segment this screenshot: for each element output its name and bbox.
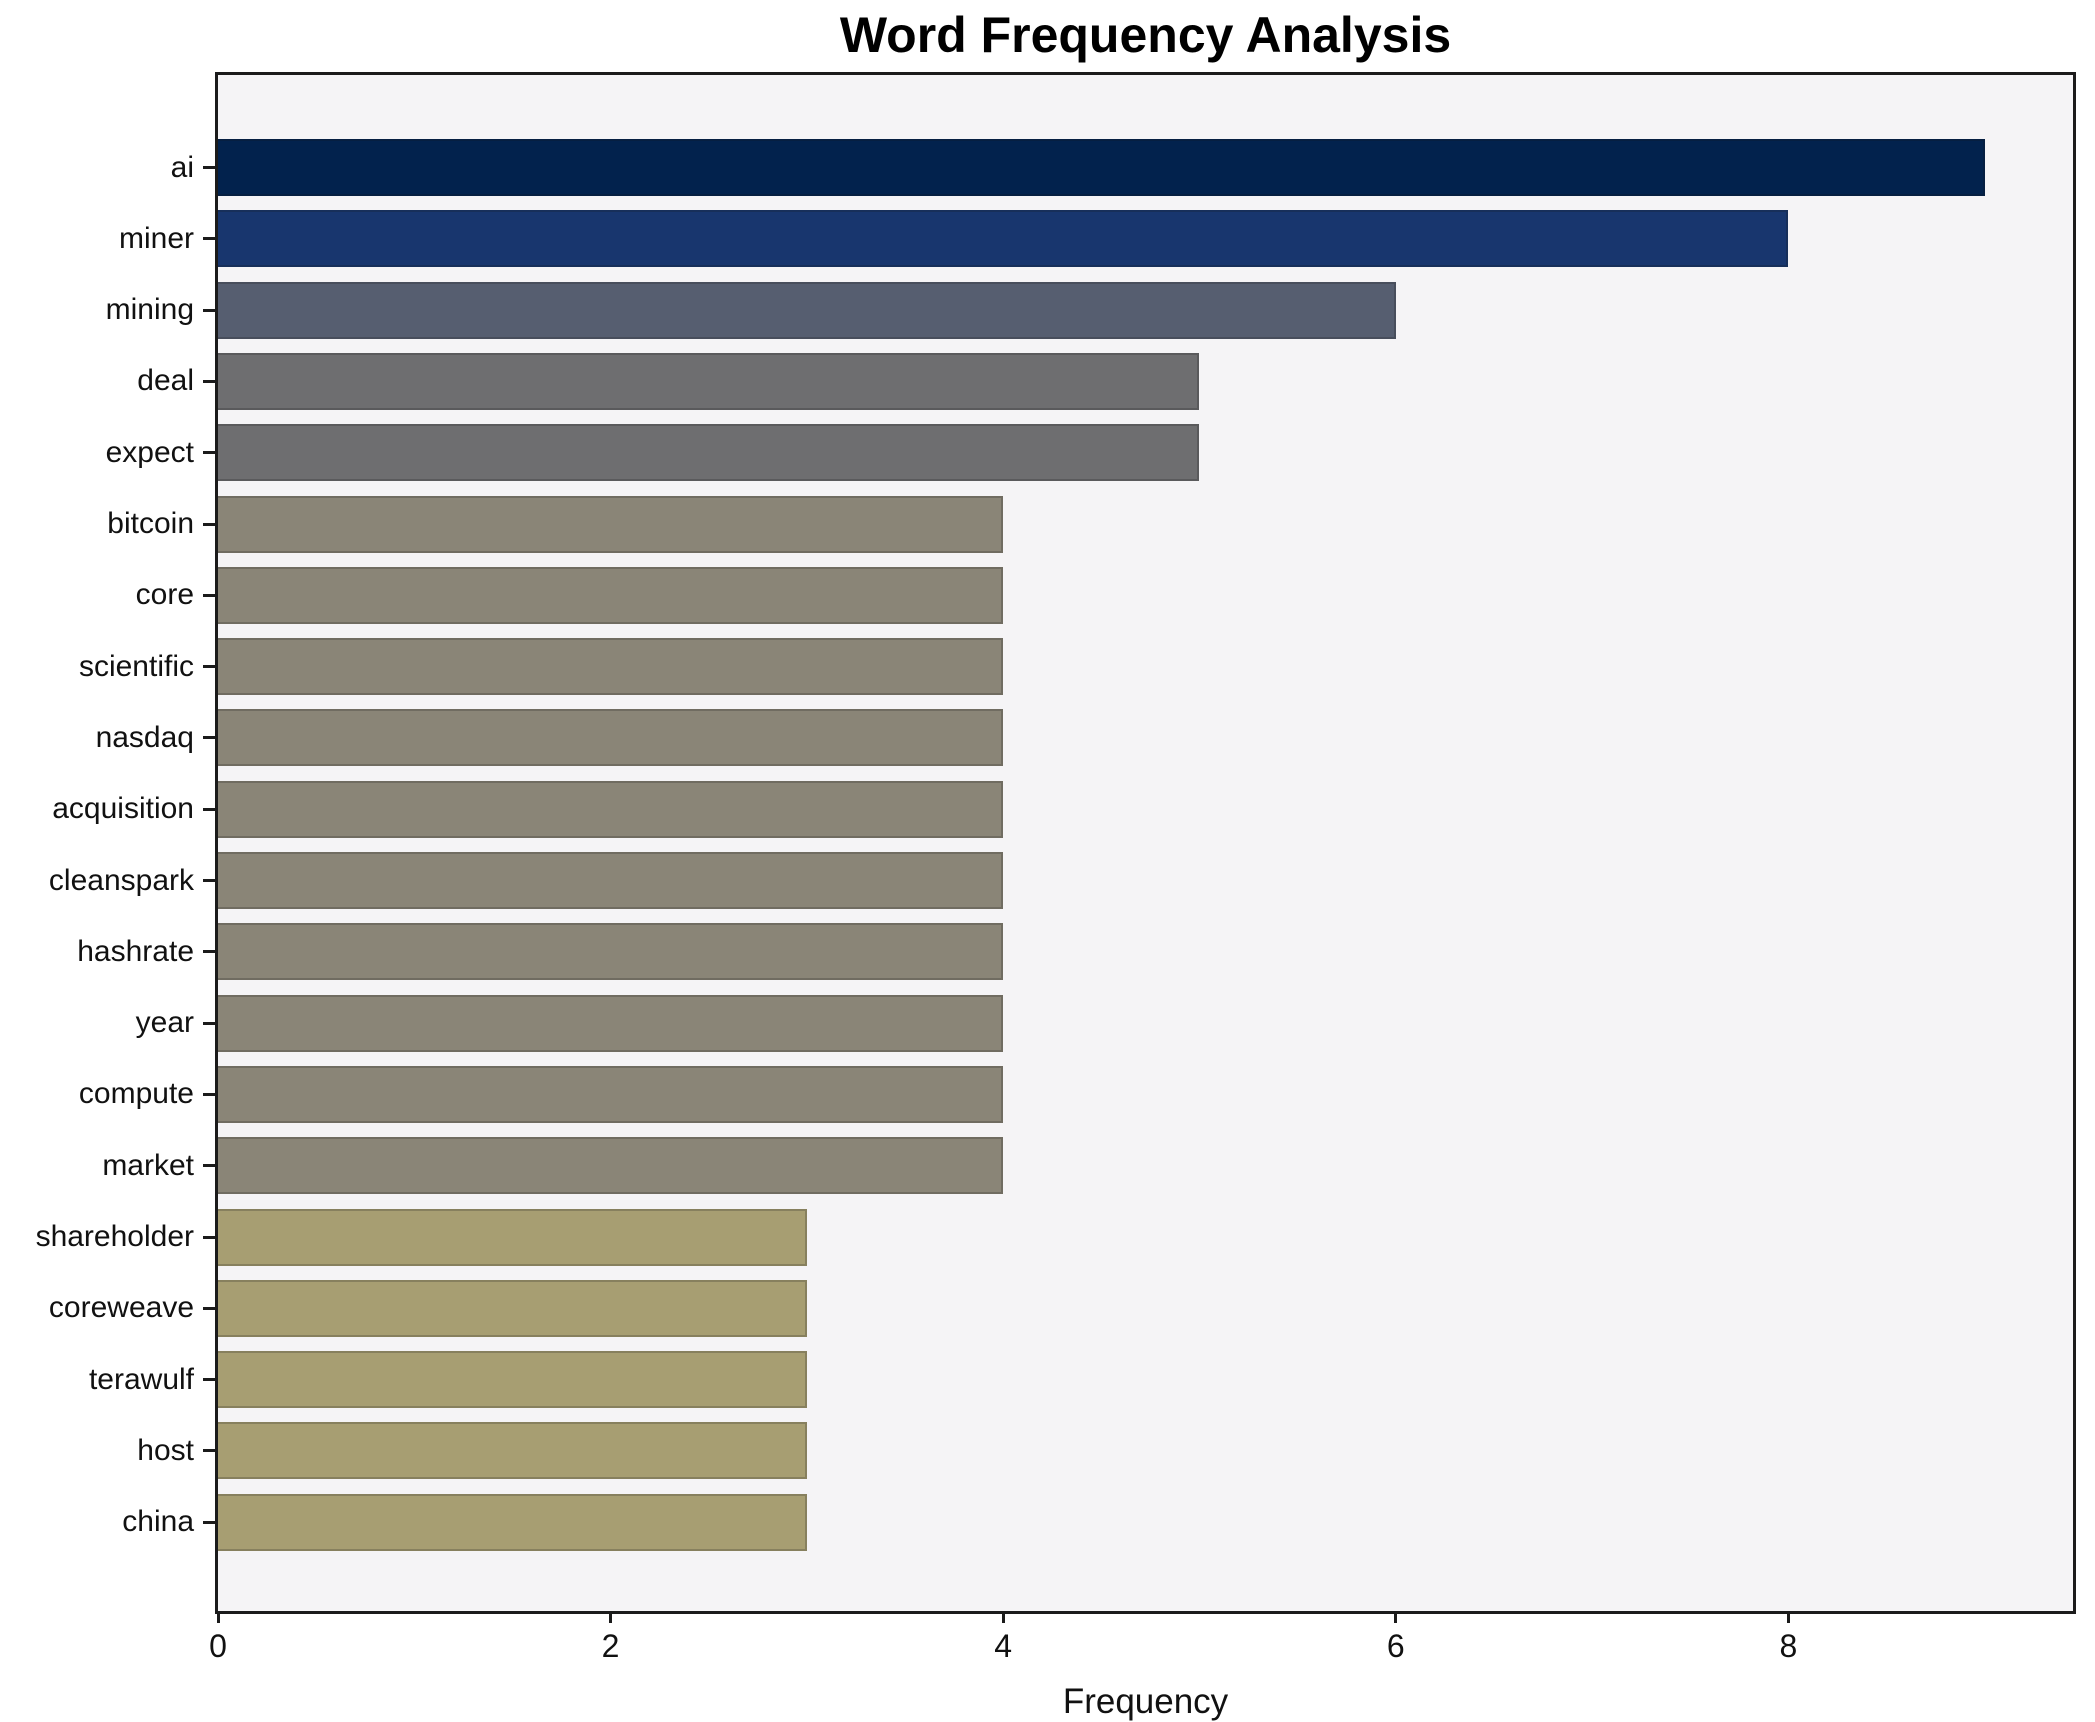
- bar-terawulf: [218, 1351, 807, 1409]
- y-axis-tick-label: nasdaq: [95, 720, 194, 754]
- y-axis-tick-label: china: [122, 1505, 194, 1539]
- y-tick-mark: [203, 1021, 215, 1025]
- y-tick-mark: [203, 379, 215, 383]
- y-tick-mark: [203, 665, 215, 669]
- y-tick-mark: [203, 166, 215, 169]
- plot-area: [215, 72, 2076, 1614]
- y-tick-mark: [203, 736, 215, 740]
- x-tick-label: 0: [209, 1628, 227, 1664]
- y-axis-tick-label: shareholder: [35, 1220, 194, 1253]
- bar-deal: [218, 352, 1200, 410]
- y-tick-mark: [203, 807, 215, 811]
- y-tick-mark: [203, 593, 215, 597]
- bar-hashrate: [218, 923, 1004, 981]
- bar-coreweave: [218, 1279, 807, 1337]
- y-tick-mark: [203, 1378, 215, 1382]
- bar-ai: [218, 139, 1985, 196]
- y-axis-tick-label: scientific: [78, 649, 194, 683]
- bar-host: [218, 1422, 807, 1480]
- y-axis-tick-label: expect: [105, 435, 194, 469]
- y-tick-mark: [203, 451, 215, 455]
- x-tick-mark: [216, 1612, 220, 1623]
- y-axis-tick-label: miner: [118, 221, 194, 255]
- y-tick-mark: [203, 950, 215, 954]
- bar-year: [218, 994, 1004, 1052]
- bar-core: [218, 566, 1004, 624]
- y-axis-tick-label: deal: [137, 364, 194, 398]
- y-tick-mark: [203, 1092, 215, 1096]
- y-axis-tick-label: hashrate: [77, 934, 194, 968]
- bar-market: [218, 1137, 1004, 1195]
- y-axis-tick-label: host: [137, 1433, 194, 1467]
- chart-title: Word Frequency Analysis: [839, 7, 1452, 63]
- y-axis-tick-label: market: [102, 1148, 194, 1182]
- bar-bitcoin: [218, 495, 1004, 553]
- y-axis-tick-label: compute: [78, 1077, 194, 1111]
- y-axis-tick-label: ai: [170, 150, 194, 184]
- x-tick-mark: [1001, 1612, 1005, 1623]
- x-tick-label: 4: [994, 1628, 1013, 1664]
- y-tick-mark: [203, 1306, 215, 1310]
- bar-cleanspark: [218, 852, 1004, 909]
- y-tick-mark: [203, 879, 215, 882]
- x-tick-mark: [1786, 1612, 1790, 1623]
- x-tick-label: 2: [601, 1628, 620, 1664]
- y-axis-tick-label: cleanspark: [48, 863, 194, 897]
- y-axis-tick-label: mining: [105, 293, 194, 327]
- y-tick-mark: [203, 1520, 215, 1524]
- y-tick-mark: [203, 308, 215, 312]
- x-tick-label: 6: [1386, 1628, 1405, 1664]
- bar-miner: [218, 210, 1789, 268]
- bar-shareholder: [218, 1208, 807, 1266]
- x-tick-mark: [609, 1612, 613, 1623]
- bar-mining: [218, 281, 1396, 339]
- y-axis-tick-label: bitcoin: [107, 507, 194, 540]
- y-axis-tick-label: acquisition: [52, 792, 194, 826]
- y-tick-mark: [203, 237, 215, 241]
- bar-acquisition: [218, 780, 1004, 838]
- x-tick-mark: [1394, 1612, 1398, 1623]
- bar-expect: [218, 424, 1200, 482]
- y-axis-tick-label: coreweave: [48, 1291, 194, 1325]
- y-tick-mark: [203, 1164, 215, 1168]
- bar-nasdaq: [218, 709, 1004, 767]
- bar-china: [218, 1493, 807, 1551]
- y-axis-tick-label: terawulf: [88, 1362, 194, 1396]
- y-tick-mark: [203, 1449, 215, 1453]
- x-tick-label: 8: [1779, 1628, 1798, 1664]
- y-axis-tick-label: core: [135, 578, 194, 612]
- y-axis-tick-label: year: [135, 1006, 194, 1040]
- bar-scientific: [218, 638, 1004, 696]
- y-tick-mark: [203, 1235, 215, 1239]
- bar-compute: [218, 1065, 1004, 1123]
- x-axis-title: Frequency: [1062, 1682, 1229, 1721]
- y-tick-mark: [203, 522, 215, 526]
